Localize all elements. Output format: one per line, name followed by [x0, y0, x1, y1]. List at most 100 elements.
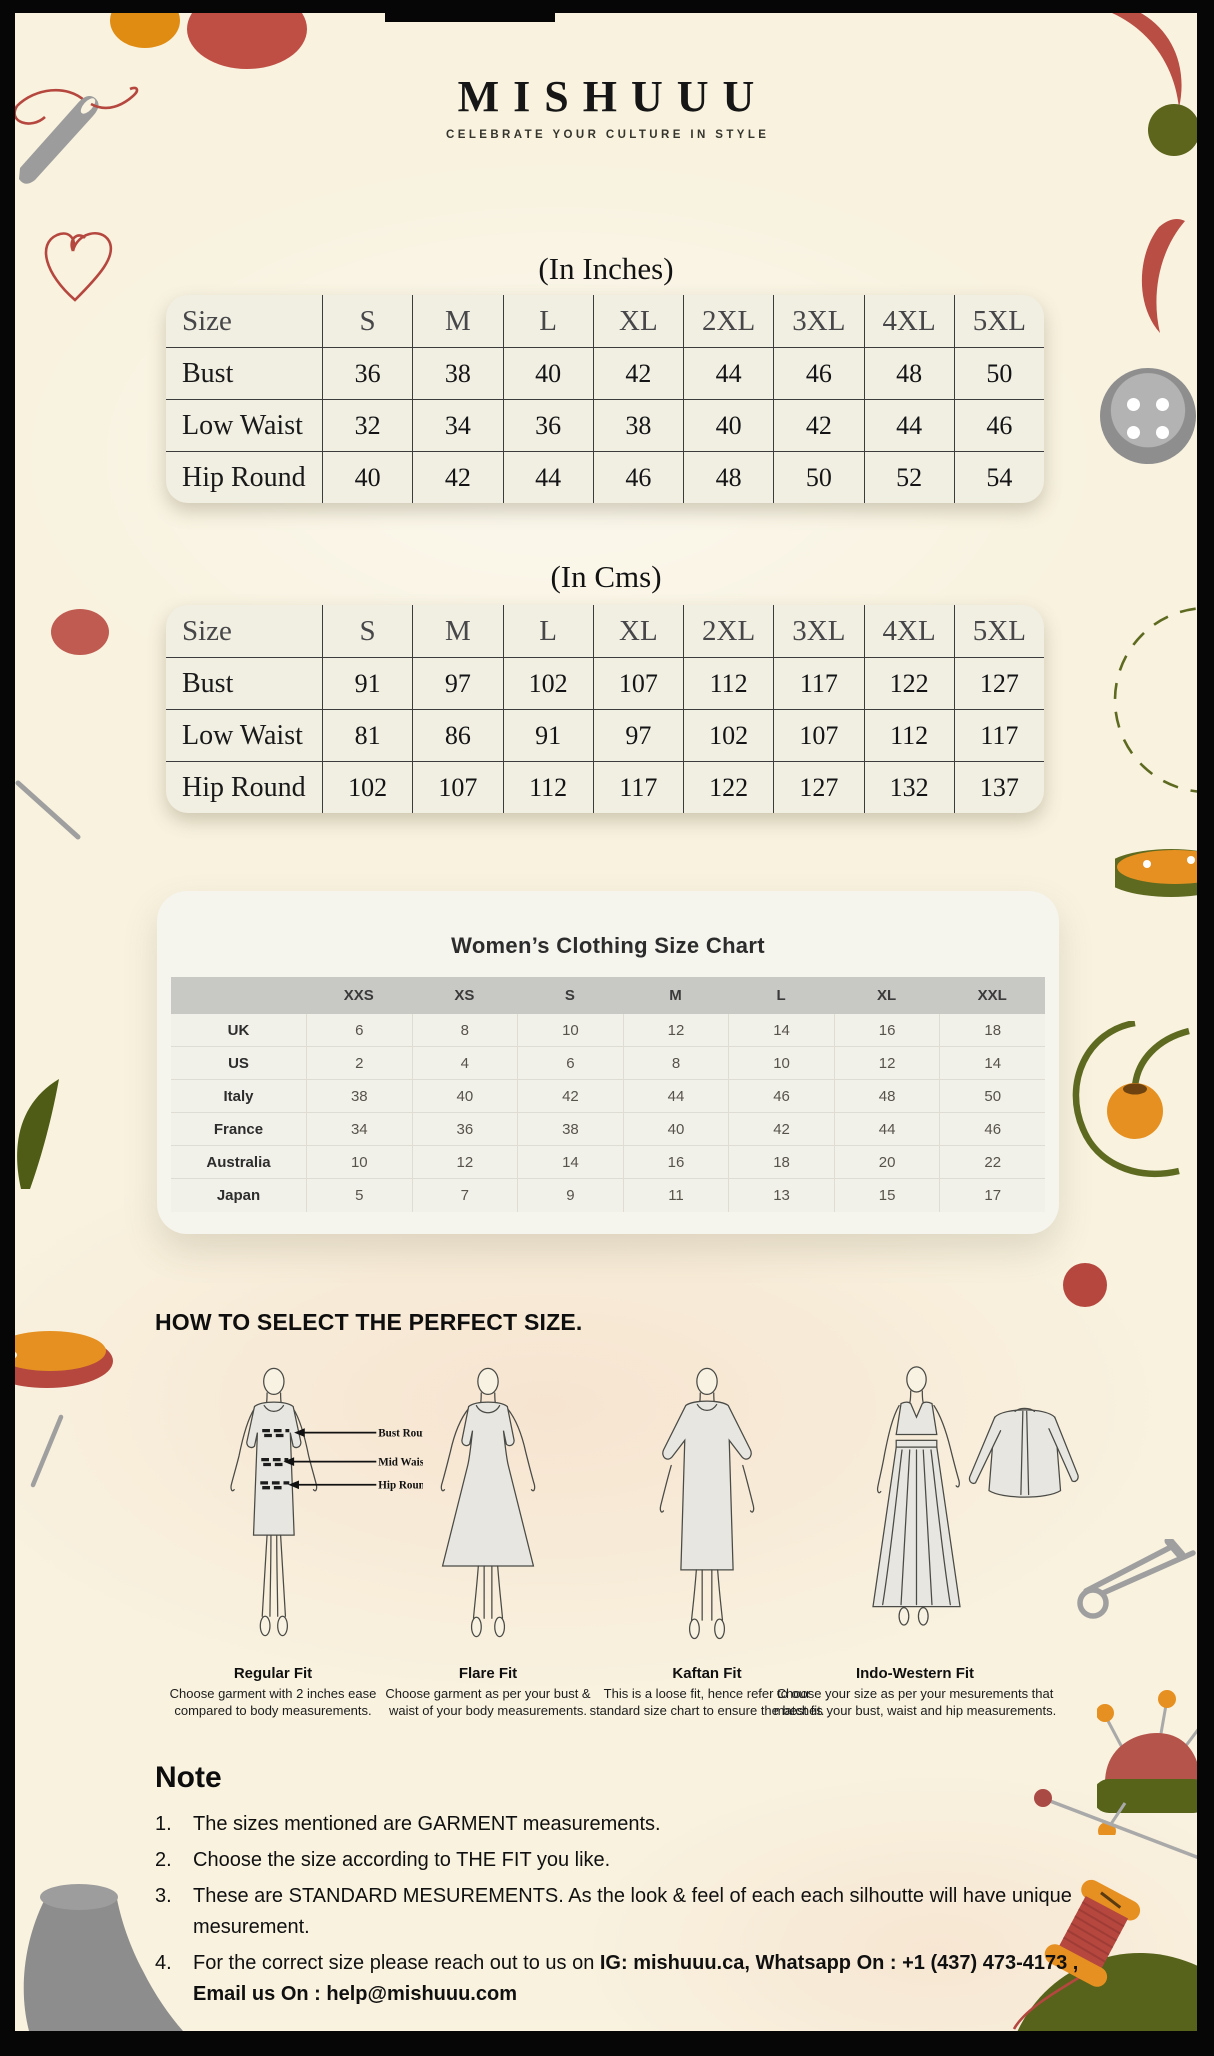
flare-fit-figure: [373, 1363, 603, 1653]
fit-guide-heading: HOW TO SELECT THE PERFECT SIZE.: [155, 1309, 583, 1335]
womens-size-table: XXS XS S M L XL XXL UK 6 8 10 12 14 16 18 US 2 4 6 8 10 12 14 I…: [171, 977, 1045, 1212]
table-row: Japan 5 7 9 11 13 15 17: [171, 1179, 1045, 1212]
cell-value: 117: [953, 709, 1044, 761]
kaftan-fit-figure: [592, 1363, 822, 1653]
cell-value: 11: [622, 1179, 729, 1212]
cell-value: 44: [863, 399, 954, 451]
cell-value: 127: [773, 761, 864, 813]
row-label: France: [171, 1113, 306, 1146]
note-item: Choose the size according to THE FIT you…: [155, 1845, 611, 1876]
inches-table-title: (In Inches): [538, 251, 674, 286]
safety-pin-decoration: [1077, 1539, 1196, 1619]
cell-value: 42: [412, 451, 503, 503]
cell-value: 91: [502, 709, 593, 761]
note-heading: Note: [155, 1761, 222, 1794]
fit-description: Choose garment with 2 inches ease compar…: [169, 1686, 377, 1719]
cell-value: 46: [953, 399, 1044, 451]
column-header: 4XL: [863, 605, 954, 657]
cell-value: 48: [863, 347, 954, 399]
bust-round-label: Bust Round: [378, 1427, 423, 1439]
cell-value: 54: [953, 451, 1044, 503]
cell-value: 44: [502, 451, 593, 503]
needle-thread-decoration: [15, 86, 139, 302]
contact-info: IG: mishuuu.ca, Whatsapp On : +1 (437) 4…: [193, 1952, 1079, 2005]
brand-tagline: CELEBRATE YOUR CULTURE IN STYLE: [446, 129, 770, 141]
indo-western-fit-caption: Indo-Western Fit Choose your size as per…: [765, 1665, 1065, 1719]
cell-value: 46: [728, 1080, 834, 1113]
row-label: UK: [171, 1014, 306, 1047]
flare-fit-caption: Flare Fit Choose garment as per your bus…: [373, 1665, 603, 1719]
note-item: The sizes mentioned are GARMENT measurem…: [155, 1809, 661, 1840]
column-header: S: [322, 605, 412, 657]
red-dot-decoration: [1063, 1263, 1107, 1307]
pin-decoration: [30, 1414, 64, 1488]
cell-value: 10: [306, 1146, 412, 1179]
cell-value: 38: [412, 347, 503, 399]
cell-value: 34: [412, 399, 503, 451]
cell-value: 42: [592, 347, 683, 399]
fit-description: Choose your size as per your mesurements…: [773, 1686, 1057, 1719]
row-label: Hip Round: [166, 761, 322, 813]
table-row: Bust 36 38 40 42 44 46 48 50: [166, 347, 1044, 399]
brand-logo: MISHUUU: [457, 72, 769, 121]
cell-value: 6: [306, 1014, 412, 1047]
column-header: 5XL: [953, 605, 1044, 657]
table-row: Low Waist 81 86 91 97 102 107 112 117: [166, 709, 1044, 761]
cell-value: 107: [592, 657, 683, 709]
table-row: Hip Round 40 42 44 46 48 50 52 54: [166, 451, 1044, 503]
column-header: XXL: [977, 987, 1007, 1004]
cell-value: 81: [322, 709, 413, 761]
cell-value: 107: [773, 709, 864, 761]
column-header: [171, 977, 306, 1014]
cell-value: 8: [622, 1047, 729, 1080]
table-row: Hip Round 102 107 112 117 122 127 132 137: [166, 761, 1044, 813]
cms-table-title: (In Cms): [550, 559, 662, 594]
red-blob-decoration: [187, 13, 307, 69]
regular-fit-caption: Regular Fit Choose garment with 2 inches…: [158, 1665, 388, 1719]
red-crescents-decoration: [1112, 13, 1197, 333]
column-header: 3XL: [773, 295, 863, 347]
olive-leaf-decoration: [17, 1079, 59, 1189]
cell-value: 38: [592, 399, 683, 451]
cell-value: 12: [411, 1146, 518, 1179]
table-row: Low Waist 32 34 36 38 40 42 44 46: [166, 399, 1044, 451]
cell-value: 48: [833, 1080, 940, 1113]
cell-value: 13: [728, 1179, 834, 1212]
womens-chart-title: Women’s Clothing Size Chart: [451, 933, 765, 958]
dashed-thread-decoration: [1113, 607, 1197, 793]
cell-value: 132: [863, 761, 954, 813]
cell-value: 16: [622, 1146, 729, 1179]
regular-fit-figure: Bust Round Mid Waist Hip Round: [173, 1363, 423, 1653]
column-header: S: [564, 987, 575, 1004]
row-label: Low Waist: [166, 399, 322, 451]
table-header-row: Size S M L XL 2XL 3XL 4XL 5XL: [166, 605, 1044, 657]
cell-value: 34: [306, 1113, 412, 1146]
fit-name: Flare Fit: [458, 1665, 518, 1682]
cell-value: 42: [517, 1080, 623, 1113]
cell-value: 40: [683, 399, 774, 451]
note-list: The sizes mentioned are GARMENT measurem…: [155, 1809, 1107, 2015]
cell-value: 2: [306, 1047, 412, 1080]
cell-value: 44: [683, 347, 774, 399]
cell-value: 50: [939, 1080, 1045, 1113]
green-disc-decoration: [1115, 849, 1197, 897]
row-label: Japan: [216, 1187, 261, 1204]
cell-value: 117: [592, 761, 683, 813]
cell-value: 122: [683, 761, 774, 813]
cell-value: 112: [683, 657, 774, 709]
indo-western-fit-figure: [820, 1363, 1100, 1653]
cell-value: 137: [953, 761, 1044, 813]
cell-value: 12: [833, 1047, 940, 1080]
cell-value: 97: [412, 657, 503, 709]
cell-value: 18: [728, 1146, 834, 1179]
cell-value: 46: [939, 1113, 1045, 1146]
cell-value: 42: [728, 1113, 834, 1146]
note-item: These are STANDARD MESUREMENTS. As the l…: [155, 1881, 1072, 1938]
column-header: 4XL: [863, 295, 954, 347]
cell-value: 9: [517, 1179, 623, 1212]
note-item: For the correct size please reach out to…: [155, 1948, 1079, 2005]
column-header: L: [776, 987, 786, 1004]
fit-name: Indo-Western Fit: [855, 1665, 975, 1682]
rose-dot-decoration: [51, 609, 109, 655]
